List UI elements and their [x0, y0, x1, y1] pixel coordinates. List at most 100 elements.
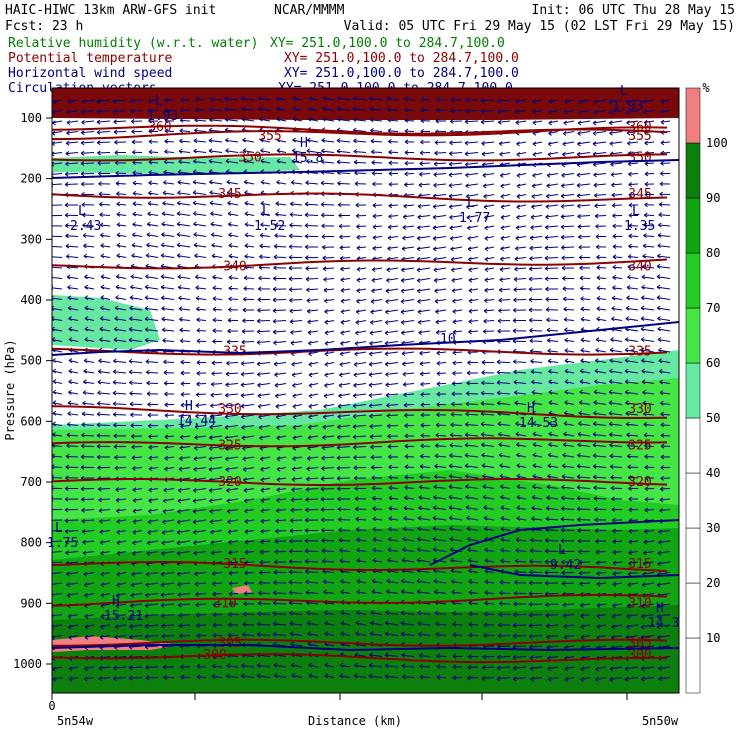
vector-arrow: [609, 120, 623, 124]
vector-arrow: [306, 612, 319, 615]
vector-arrow: [176, 551, 191, 554]
vector-arrow: [626, 624, 639, 628]
vector-arrow: [324, 633, 335, 636]
vector-arrow: [609, 455, 623, 458]
vector-arrow: [593, 162, 607, 166]
vector-arrow: [564, 666, 575, 670]
vector-arrow: [177, 572, 191, 575]
vector-arrow: [417, 538, 431, 542]
vector-arrow: [340, 591, 351, 594]
vector-arrow: [656, 297, 671, 300]
vector-arrow: [484, 528, 495, 531]
vector-arrow: [65, 561, 79, 564]
vector-arrow: [404, 497, 415, 500]
vector-arrow: [516, 183, 527, 187]
vector-arrow: [52, 339, 63, 342]
vector-arrow: [260, 160, 271, 164]
vector-arrow: [562, 603, 575, 606]
vector-arrow: [148, 488, 159, 491]
vector-arrow: [226, 675, 239, 678]
theta-contour-label: 305: [628, 636, 651, 651]
vector-arrow: [611, 624, 623, 628]
vector-arrow: [532, 99, 543, 102]
vector-arrow: [353, 140, 367, 143]
vector-arrow: [307, 446, 319, 449]
vector-arrow: [596, 614, 607, 617]
vector-arrow: [177, 255, 191, 258]
theta-contour-line: [52, 478, 668, 487]
vector-arrow: [610, 152, 623, 155]
vector-arrow: [580, 624, 591, 628]
vector-arrow: [640, 328, 655, 332]
vector-arrow: [337, 108, 351, 111]
vector-arrow: [402, 549, 415, 552]
vector-arrow: [193, 150, 207, 153]
vector-arrow: [131, 244, 143, 248]
vector-arrow: [196, 665, 207, 668]
vector-arrow: [468, 623, 479, 626]
vector-arrow: [386, 98, 399, 101]
theta-contour-label: 300: [203, 648, 226, 663]
vector-arrow: [433, 570, 447, 573]
vector-arrow: [68, 635, 79, 638]
vector-arrow: [561, 475, 575, 479]
vector-arrow: [402, 538, 415, 542]
y-tick-label: 800: [20, 536, 42, 550]
y-tick-label: 300: [20, 232, 42, 246]
extremum-marker: 10: [440, 332, 456, 347]
vector-arrow: [499, 267, 511, 270]
vector-arrow: [129, 635, 143, 638]
vector-arrow: [52, 677, 63, 680]
vector-arrow: [467, 246, 479, 250]
vector-arrow: [276, 97, 287, 101]
vector-arrow: [340, 288, 351, 291]
vector-arrow: [129, 382, 143, 384]
vector-arrow: [561, 194, 575, 197]
vector-arrow: [356, 612, 367, 615]
vector-arrow: [289, 288, 303, 291]
vector-arrow: [657, 572, 671, 575]
vector-arrow: [529, 246, 543, 249]
vector-arrow: [596, 561, 607, 564]
vector-arrow: [481, 392, 495, 395]
vector-arrow: [260, 519, 271, 522]
field-rh-xy: XY= 251.0,100.0 to 284.7,100.0: [270, 36, 505, 51]
vector-arrow: [115, 624, 127, 628]
vector-arrow: [320, 182, 335, 185]
vector-arrow: [530, 550, 543, 552]
vector-arrow: [449, 162, 463, 165]
vector-arrow: [401, 330, 415, 334]
vector-arrow: [257, 633, 271, 636]
field-theta-name: Potential temperature: [8, 51, 173, 66]
vector-arrow: [52, 402, 63, 405]
vector-arrow: [321, 161, 335, 164]
theta-contour-label: 345: [628, 187, 651, 202]
vector-arrow: [131, 582, 143, 586]
vector-arrow: [417, 591, 431, 594]
vector-arrow: [577, 465, 591, 468]
vector-arrow: [609, 141, 623, 145]
vector-arrow: [115, 603, 127, 607]
vector-arrow: [628, 245, 639, 248]
vector-arrow: [433, 246, 447, 250]
vector-arrow: [353, 118, 367, 122]
vector-arrow: [516, 194, 527, 197]
vector-arrow: [592, 131, 607, 134]
vector-arrow: [81, 434, 95, 437]
vector-arrow: [595, 360, 607, 363]
vector-arrow: [563, 433, 575, 437]
vector-arrow: [67, 614, 79, 617]
vector-arrow: [500, 257, 511, 260]
vector-arrow: [337, 446, 351, 449]
vector-arrow: [385, 372, 399, 376]
vector-arrow: [612, 551, 623, 553]
vector-arrow: [178, 150, 191, 153]
vector-arrow: [81, 110, 95, 113]
vector-arrow: [354, 362, 367, 365]
vector-arrow: [562, 465, 575, 468]
vector-arrow: [244, 202, 255, 206]
vector-arrow: [547, 465, 559, 468]
vector-arrow: [161, 540, 175, 544]
vector-arrow: [530, 215, 543, 218]
y-tick-label: 500: [20, 354, 42, 368]
